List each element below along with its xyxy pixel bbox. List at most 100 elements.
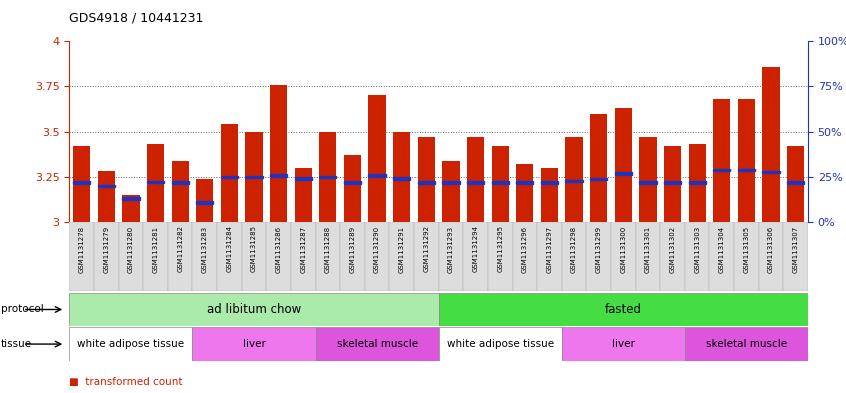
Bar — [73, 146, 91, 222]
Text: ■  transformed count: ■ transformed count — [69, 377, 183, 387]
Bar — [118, 222, 143, 291]
Bar — [611, 222, 635, 291]
Bar — [69, 293, 438, 326]
Bar — [713, 99, 730, 222]
Bar — [245, 132, 262, 222]
Bar — [340, 222, 365, 291]
Bar — [168, 222, 192, 291]
Text: GSM1131294: GSM1131294 — [473, 226, 479, 272]
Bar — [369, 174, 386, 176]
Bar — [762, 66, 780, 222]
Text: GSM1131281: GSM1131281 — [152, 226, 158, 273]
Bar — [319, 132, 337, 222]
Text: GSM1131297: GSM1131297 — [547, 226, 552, 273]
Bar — [664, 182, 681, 184]
Text: GSM1131293: GSM1131293 — [448, 226, 454, 273]
Bar — [689, 182, 706, 184]
Bar — [389, 222, 414, 291]
Bar — [640, 137, 656, 222]
Bar — [467, 137, 484, 222]
Bar — [393, 132, 410, 222]
Bar — [217, 222, 242, 291]
Bar — [294, 178, 312, 180]
Bar — [762, 171, 780, 173]
Bar — [418, 137, 435, 222]
Bar — [710, 222, 734, 291]
Bar — [442, 161, 459, 222]
Bar — [172, 182, 189, 184]
Text: tissue: tissue — [1, 339, 32, 349]
Bar — [319, 176, 337, 178]
Text: white adipose tissue: white adipose tissue — [77, 339, 184, 349]
Text: GSM1131283: GSM1131283 — [202, 226, 208, 273]
Bar — [586, 222, 611, 291]
Text: GSM1131287: GSM1131287 — [300, 226, 306, 273]
Bar — [365, 222, 389, 291]
Text: GSM1131291: GSM1131291 — [398, 226, 404, 273]
Bar — [438, 327, 562, 361]
Text: GSM1131300: GSM1131300 — [620, 226, 626, 273]
Text: GSM1131284: GSM1131284 — [227, 226, 233, 272]
Text: skeletal muscle: skeletal muscle — [706, 339, 787, 349]
Text: GSM1131290: GSM1131290 — [374, 226, 380, 273]
Bar — [467, 182, 484, 184]
Text: GSM1131282: GSM1131282 — [177, 226, 183, 272]
Bar — [69, 222, 94, 291]
Bar — [172, 161, 189, 222]
Bar — [418, 182, 435, 184]
Bar — [196, 179, 213, 222]
Bar — [97, 171, 115, 222]
Bar — [147, 144, 164, 222]
Text: white adipose tissue: white adipose tissue — [447, 339, 554, 349]
Bar — [590, 178, 607, 180]
Text: GSM1131279: GSM1131279 — [103, 226, 109, 273]
Bar — [738, 169, 755, 171]
Bar — [316, 327, 438, 361]
Bar — [684, 327, 808, 361]
Bar — [635, 222, 660, 291]
Text: ad libitum chow: ad libitum chow — [207, 303, 301, 316]
Bar — [488, 222, 513, 291]
Bar — [759, 222, 783, 291]
Bar — [713, 169, 730, 171]
Text: GSM1131296: GSM1131296 — [522, 226, 528, 273]
Text: liver: liver — [612, 339, 634, 349]
Bar — [97, 185, 115, 187]
Bar — [787, 146, 805, 222]
Text: GDS4918 / 10441231: GDS4918 / 10441231 — [69, 12, 204, 25]
Text: fasted: fasted — [605, 303, 642, 316]
Bar — [393, 178, 410, 180]
Bar — [787, 182, 805, 184]
Bar — [615, 173, 632, 175]
Bar — [343, 182, 361, 184]
Bar — [562, 327, 684, 361]
Bar — [266, 222, 291, 291]
Bar — [369, 95, 386, 222]
Text: protocol: protocol — [1, 305, 44, 314]
Text: GSM1131280: GSM1131280 — [128, 226, 134, 273]
Text: GSM1131289: GSM1131289 — [349, 226, 355, 273]
Bar — [414, 222, 438, 291]
Bar — [537, 222, 562, 291]
Bar — [221, 176, 238, 178]
Bar — [684, 222, 710, 291]
Bar — [590, 114, 607, 222]
Text: GSM1131302: GSM1131302 — [669, 226, 675, 273]
Text: GSM1131292: GSM1131292 — [423, 226, 429, 272]
Bar — [73, 182, 91, 184]
Text: GSM1131301: GSM1131301 — [645, 226, 651, 273]
Text: GSM1131278: GSM1131278 — [79, 226, 85, 273]
Bar — [734, 222, 759, 291]
Bar — [565, 180, 583, 182]
Bar — [640, 182, 656, 184]
Text: GSM1131285: GSM1131285 — [251, 226, 257, 272]
Bar — [783, 222, 808, 291]
Bar — [143, 222, 168, 291]
Bar — [343, 155, 361, 222]
Text: GSM1131303: GSM1131303 — [695, 226, 700, 273]
Bar — [660, 222, 684, 291]
Bar — [94, 222, 118, 291]
Text: GSM1131305: GSM1131305 — [744, 226, 750, 273]
Bar — [541, 168, 558, 222]
Bar — [438, 222, 464, 291]
